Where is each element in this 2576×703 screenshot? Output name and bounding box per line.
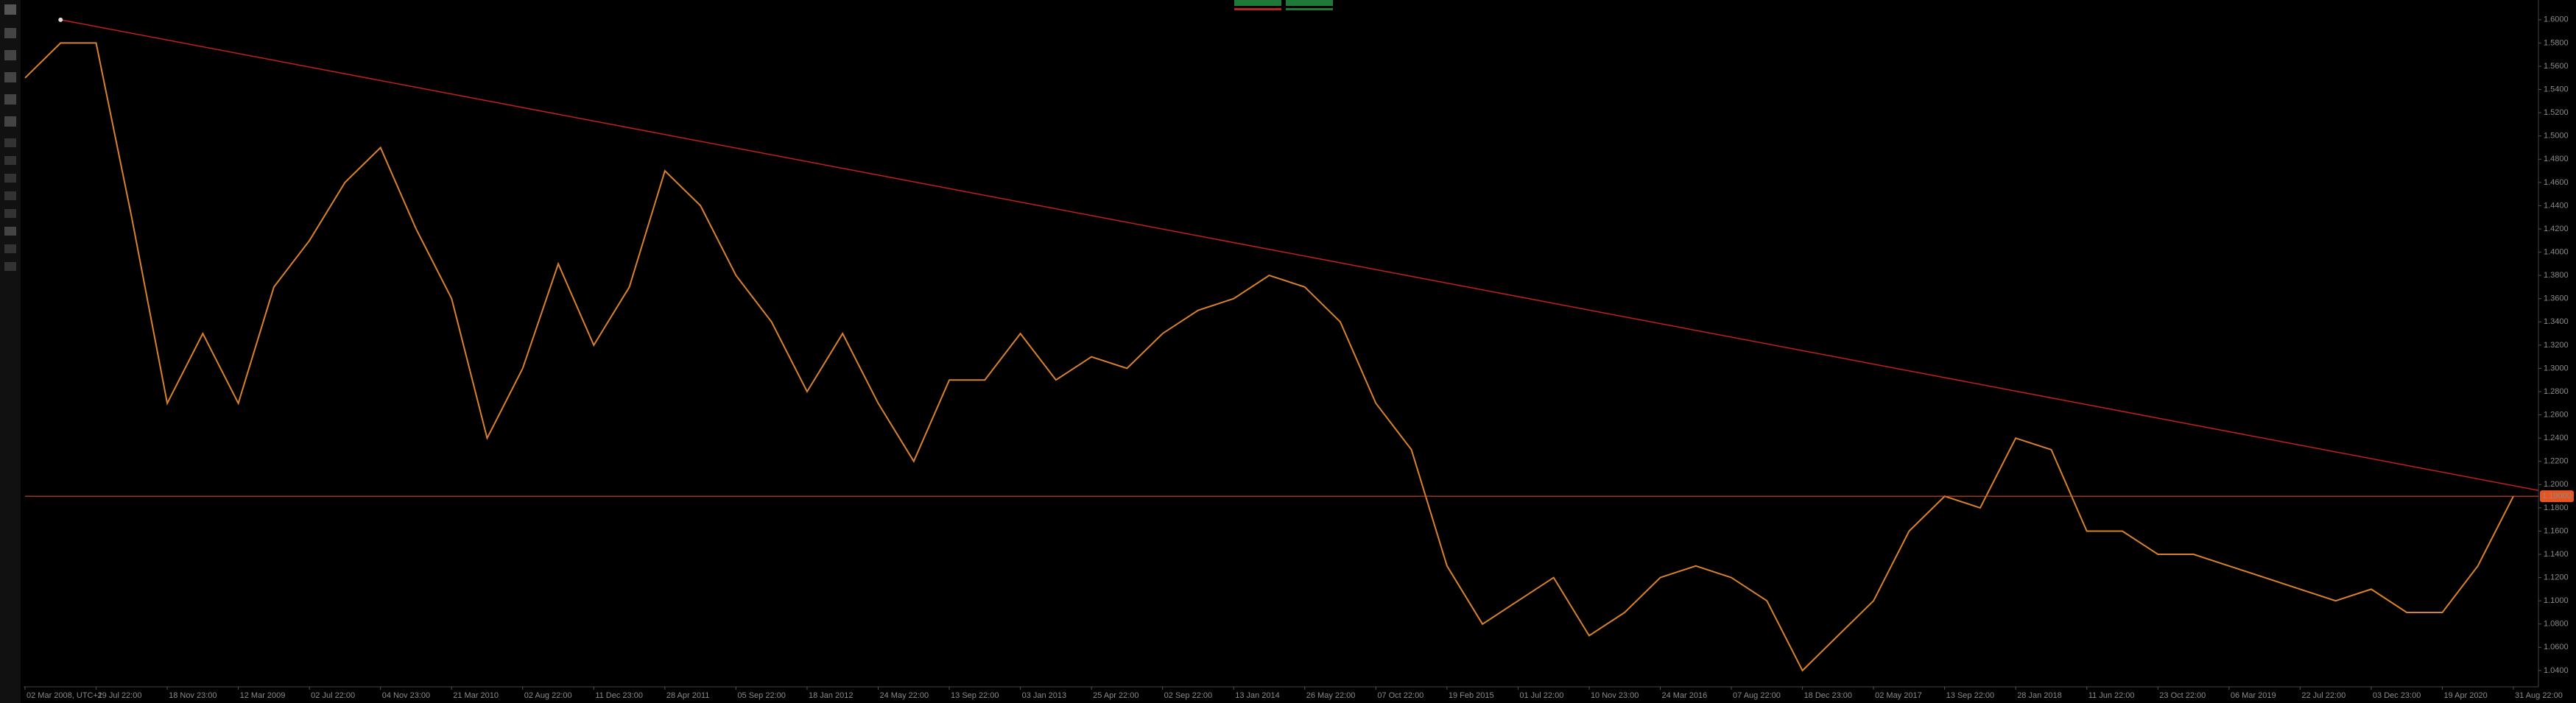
x-tick-label: 06 Mar 2019 [2231,691,2276,700]
y-tick-label: 1.4200 [2544,225,2569,233]
trend-anchor [58,17,63,22]
x-tick-label: 02 Jul 22:00 [311,691,355,700]
tool-icon[interactable] [4,28,16,38]
y-tick-label: 1.3600 [2544,294,2569,303]
x-tick-label: 23 Oct 22:00 [2159,691,2206,700]
x-tick-label: 11 Jun 22:00 [2088,691,2135,700]
x-tick-label: 22 Jul 22:00 [2301,691,2346,700]
tool-icon[interactable] [4,4,16,15]
control[interactable] [1234,0,1281,6]
y-tick-label: 1.2600 [2544,410,2569,419]
x-tick-label: 18 Jan 2012 [809,691,854,700]
y-tick-label: 1.5800 [2544,38,2569,47]
x-tick-label: 12 Mar 2009 [240,691,286,700]
tool-icon[interactable] [4,72,16,82]
y-tick-label: 1.2200 [2544,457,2569,466]
y-tick-label: 1.3800 [2544,271,2569,280]
x-tick-label: 24 May 22:00 [880,691,929,700]
x-tick-label: 04 Nov 23:00 [382,691,430,700]
control [1234,8,1281,10]
y-tick-label: 1.4600 [2544,178,2569,187]
x-tick-label: 05 Sep 22:00 [737,691,785,700]
x-tick-label: 13 Sep 22:00 [1946,691,1994,700]
y-tick-label: 1.2400 [2544,434,2569,442]
tool-icon[interactable] [4,227,16,236]
x-tick-label: 18 Nov 23:00 [169,691,217,700]
y-tick-label: 1.3200 [2544,341,2569,350]
x-tick-label: 25 Apr 22:00 [1093,691,1139,700]
trend-line [60,19,2539,491]
tool-icon[interactable] [4,156,16,165]
tool-icon[interactable] [4,191,16,200]
y-tick-label: 1.4000 [2544,247,2569,256]
x-tick-label: 28 Apr 2011 [666,691,710,700]
tool-icon[interactable] [4,262,16,271]
y-tick-label: 1.2800 [2544,387,2569,396]
y-tick-label: 1.1400 [2544,550,2569,559]
x-tick-label: 19 Feb 2015 [1449,691,1494,700]
price-badge [2540,490,2574,503]
toolbar-bg [0,0,21,703]
tool-icon[interactable] [4,94,16,105]
y-tick-label: 1.0400 [2544,666,2569,675]
x-tick-label: 21 Mar 2010 [453,691,499,700]
y-tick-label: 1.0600 [2544,643,2569,651]
y-tick-label: 1.2000 [2544,480,2569,489]
toolbar [0,0,21,703]
y-tick-label: 1.5400 [2544,85,2569,93]
y-tick-label: 1.5000 [2544,132,2569,141]
x-tick-label: 02 Sep 22:00 [1164,691,1212,700]
y-tick-label: 1.1600 [2544,526,2569,535]
x-tick-label: 26 May 22:00 [1306,691,1356,700]
x-tick-label: 28 Jan 2018 [2017,691,2062,700]
tool-icon[interactable] [4,244,16,253]
y-tick-label: 1.3400 [2544,317,2569,326]
control[interactable] [1286,0,1333,6]
x-tick-label: 24 Mar 2016 [1661,691,1707,700]
y-tick-label: 1.4800 [2544,155,2569,163]
y-tick-label: 1.5200 [2544,108,2569,117]
x-tick-label: 07 Oct 22:00 [1377,691,1424,700]
x-tick-label: 07 Aug 22:00 [1733,691,1781,700]
x-tick-label: 02 Aug 22:00 [524,691,572,700]
x-tick-label: 19 Apr 2020 [2443,691,2487,700]
tool-icon[interactable] [4,138,16,147]
y-tick-label: 1.6000 [2544,15,2569,24]
y-tick-label: 1.0800 [2544,620,2569,629]
x-tick-label: 11 Dec 23:00 [595,691,643,700]
x-tick-label: 18 Dec 23:00 [1804,691,1852,700]
x-tick-label: 02 May 2017 [1875,691,1922,700]
x-tick-label: 13 Sep 22:00 [951,691,999,700]
y-tick-label: 1.5600 [2544,62,2569,71]
price-line [24,42,2514,672]
tool-icon[interactable] [4,50,16,60]
price-label: 1.19000 [2542,492,2572,501]
y-tick-label: 1.1000 [2544,596,2569,605]
x-tick-label: 03 Dec 23:00 [2373,691,2421,700]
y-tick-label: 1.1800 [2544,504,2569,512]
x-tick-label: 03 Jan 2013 [1022,691,1067,700]
x-tick-label: 29 Jul 22:00 [98,691,142,700]
y-tick-label: 1.3000 [2544,364,2569,372]
x-tick-label: 13 Jan 2014 [1235,691,1280,700]
tool-icon[interactable] [4,174,16,183]
x-tick-label: 01 Jul 22:00 [1519,691,1563,700]
y-tick-label: 1.4400 [2544,201,2569,210]
x-tick-label: 10 Nov 23:00 [1591,691,1639,700]
control [1286,8,1333,10]
y-tick-label: 1.1200 [2544,573,2569,582]
x-tick-label: 02 Mar 2008, UTC+1 [27,691,102,700]
x-tick-label: 31 Aug 22:00 [2515,691,2563,700]
tool-icon[interactable] [4,209,16,218]
top-controls [1234,0,1333,10]
tool-icon[interactable] [4,116,16,127]
